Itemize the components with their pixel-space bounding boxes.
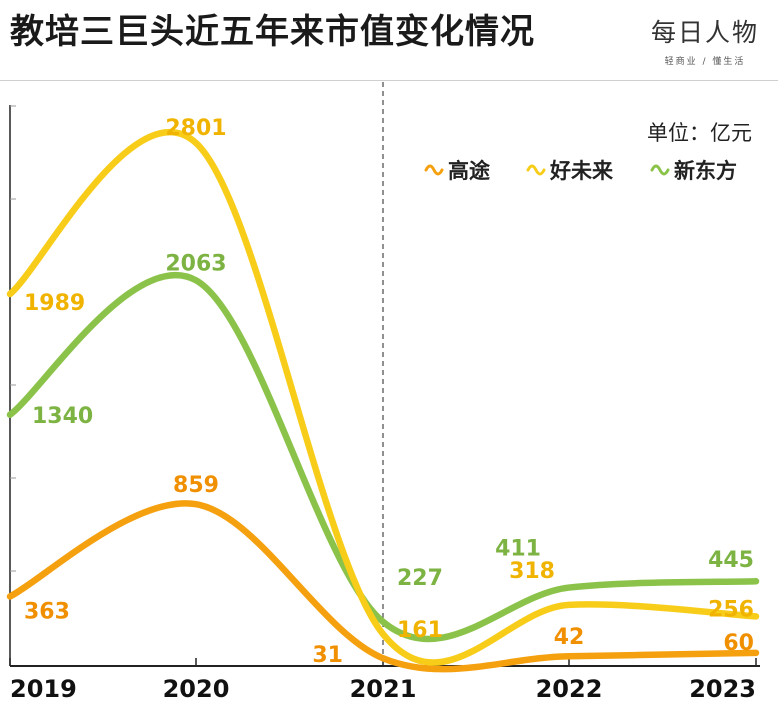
data-point-tal (193, 140, 199, 147)
data-point-neworiental (7, 411, 13, 418)
data-label-gaotu: 31 (312, 643, 343, 668)
data-label-gaotu: 60 (723, 631, 754, 656)
data-label-tal: 256 (708, 597, 754, 622)
data-label-neworiental: 1340 (32, 404, 93, 429)
brand-logo: 每日人物 轻商业 / 懂生活 (640, 18, 770, 67)
legend-label-neworiental: 新东方 (674, 159, 737, 183)
x-tick-label: 2019 (10, 675, 77, 703)
data-label-gaotu: 859 (173, 473, 219, 498)
data-point-gaotu (7, 593, 13, 600)
header-rule (0, 80, 778, 81)
x-tick-label: 2021 (350, 675, 417, 703)
data-label-gaotu: 363 (24, 599, 70, 624)
data-point-tal (566, 601, 572, 608)
brand-tagline: 轻商业 / 懂生活 (664, 57, 746, 67)
data-label-gaotu: 42 (554, 625, 585, 650)
legend-label-gaotu: 高途 (448, 159, 491, 183)
data-point-gaotu (566, 653, 572, 660)
data-label-neworiental: 411 (495, 537, 541, 562)
data-point-gaotu (193, 501, 199, 508)
data-point-gaotu (380, 655, 386, 662)
data-label-tal: 161 (397, 618, 443, 643)
data-label-neworiental: 445 (708, 548, 754, 573)
data-label-tal: 318 (509, 559, 555, 584)
data-point-gaotu (753, 649, 759, 656)
data-label-neworiental: 2063 (165, 251, 226, 276)
data-point-tal (7, 291, 13, 298)
data-label-tal: 1989 (24, 291, 85, 316)
data-label-neworiental: 227 (397, 566, 443, 591)
series-line-tal (6, 129, 760, 666)
brand-name: 每日人物 (650, 18, 759, 47)
data-point-neworiental (566, 584, 572, 591)
data-label-tal: 2801 (165, 116, 226, 141)
legend-label-tal: 好未来 (549, 159, 614, 183)
x-tick-label: 2023 (689, 675, 756, 703)
legend-swatch-tal (526, 164, 546, 176)
data-point-neworiental (380, 618, 386, 625)
unit-label: 单位：亿元 (647, 121, 752, 145)
data-point-tal (380, 631, 386, 638)
data-point-tal (753, 613, 759, 620)
series-line-gaotu (6, 500, 760, 673)
data-point-neworiental (753, 578, 759, 585)
chart-title: 教培三巨头近五年来市值变化情况 (10, 12, 535, 52)
legend-swatch-neworiental (650, 164, 670, 176)
legend-swatch-gaotu (424, 164, 444, 176)
x-tick-label: 2022 (536, 675, 603, 703)
data-point-neworiental (193, 277, 199, 284)
x-tick-label: 2020 (163, 675, 230, 703)
